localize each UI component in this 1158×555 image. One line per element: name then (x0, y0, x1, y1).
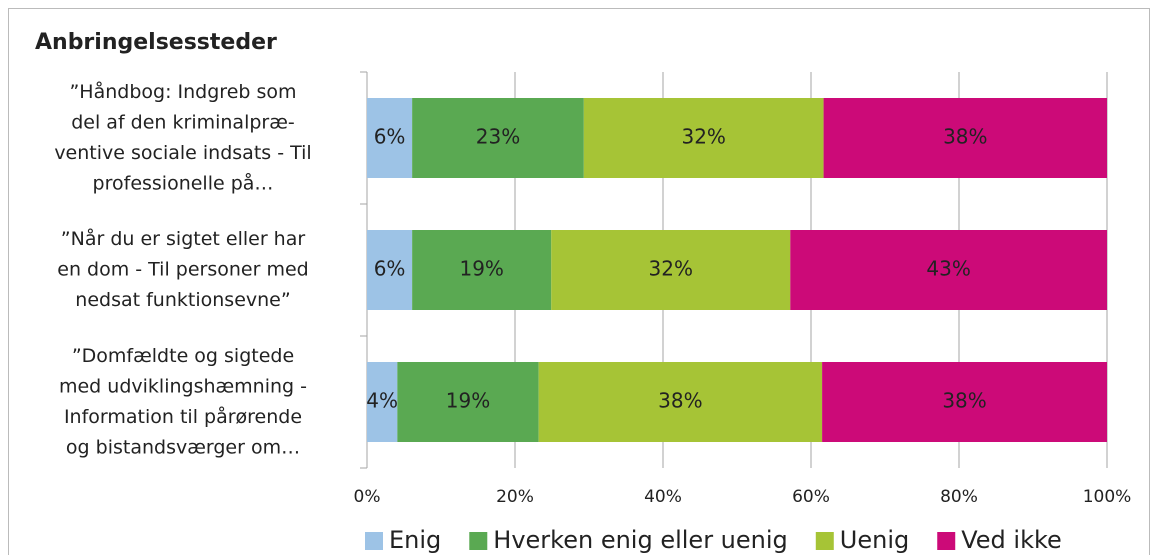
bar-segment (823, 98, 1107, 178)
x-tick-label: 0% (354, 487, 381, 507)
legend-swatch (937, 532, 956, 550)
x-tick-label: 60% (792, 487, 830, 507)
data-label: 19% (459, 257, 503, 281)
data-label: 32% (681, 125, 725, 149)
category-label: ”Håndbog: Indgreb som (69, 80, 296, 103)
bar-segment (412, 230, 552, 310)
category-label: med udviklingshæmning - (59, 375, 307, 397)
legend-label: Enig (389, 526, 441, 554)
category-label: professionelle på… (93, 171, 274, 194)
bar-segment (412, 98, 584, 178)
bar-segment (367, 98, 413, 178)
data-label: 6% (374, 257, 406, 281)
category-label: del af den kriminalpræ- (71, 111, 295, 133)
legend-swatch (469, 532, 488, 550)
bar-segment (397, 362, 539, 442)
legend-swatch (815, 532, 834, 550)
legend-label: Hverken enig eller uenig (493, 526, 788, 554)
data-label: 43% (926, 257, 970, 281)
category-label: ventive sociale indsats - Til (54, 142, 311, 164)
legend-label: Uenig (840, 526, 909, 554)
data-label: 23% (476, 125, 520, 149)
bar-segment (367, 230, 413, 310)
bar-segment (551, 230, 791, 310)
data-label: 38% (943, 125, 987, 149)
data-label: 38% (658, 389, 702, 413)
x-tick-label: 80% (940, 487, 978, 507)
x-tick-label: 40% (644, 487, 682, 507)
data-label: 32% (649, 257, 693, 281)
x-tick-label: 100% (1083, 487, 1132, 507)
chart-title: Anbringelsessteder (35, 30, 277, 55)
bar-segment (367, 362, 398, 442)
bar-segment (790, 230, 1107, 310)
legend-swatch (365, 532, 383, 550)
x-tick-label: 20% (496, 487, 534, 507)
category-label: ”Domfældte og sigtede (72, 345, 294, 367)
bar-segment (583, 98, 824, 178)
data-label: 4% (366, 389, 398, 413)
category-label: og bistandsværger om… (66, 436, 300, 458)
category-label: nedsat funktionsevne” (75, 289, 290, 311)
legend-label: Ved ikke (961, 526, 1062, 554)
category-label: Information til pårørende (64, 405, 302, 428)
data-label: 6% (374, 125, 406, 149)
bar-segment (538, 362, 823, 442)
data-label: 19% (446, 389, 490, 413)
bar-segment (822, 362, 1107, 442)
data-label: 38% (942, 389, 986, 413)
category-label: en dom - Til personer med (57, 259, 308, 281)
category-label: ”Når du er sigtet eller har (61, 227, 306, 250)
